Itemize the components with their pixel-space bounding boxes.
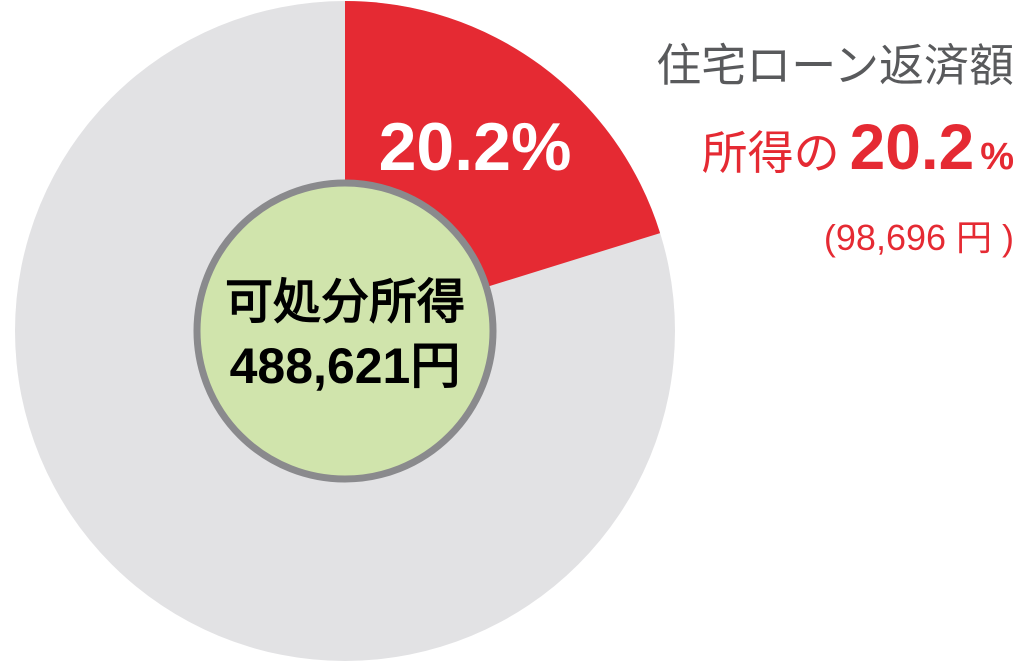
center-circle (193, 179, 497, 483)
annotation-block: 住宅ローン返済額 所得の 20.2% (98,696 円 ) (656, 42, 1014, 261)
annotation-percent-line: 所得の 20.2% (656, 115, 1014, 197)
annotation-percent-value: 20.2 (849, 111, 975, 184)
annotation-percent-unit: % (980, 136, 1014, 179)
center-label-income-title: 可処分所得 (225, 276, 465, 329)
annotation-title: 住宅ローン返済額 (656, 40, 1014, 91)
slice-percent-label: 20.2% (379, 109, 572, 185)
annotation-percent-prefix: 所得の (701, 127, 840, 180)
center-label-income-amount: 488,621円 (230, 338, 461, 394)
annotation-amount: (98,696 円 ) (823, 217, 1014, 259)
